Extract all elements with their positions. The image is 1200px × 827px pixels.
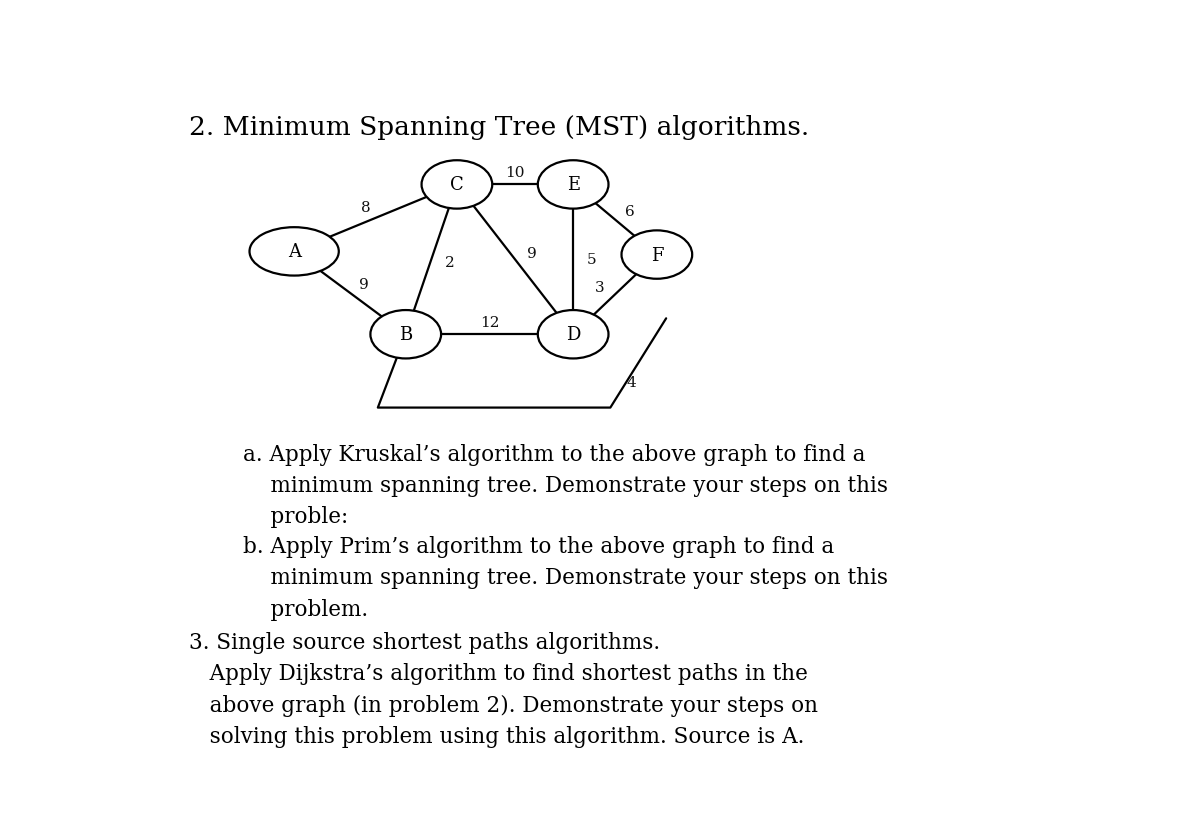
Ellipse shape	[250, 228, 338, 276]
Text: 3. Single source shortest paths algorithms.
   Apply Dijkstra’s algorithm to fin: 3. Single source shortest paths algorith…	[190, 631, 818, 747]
Text: F: F	[650, 246, 664, 265]
Ellipse shape	[421, 161, 492, 209]
Text: 9: 9	[359, 278, 368, 292]
Text: 4: 4	[626, 375, 637, 390]
Text: 10: 10	[505, 165, 524, 179]
Text: D: D	[566, 326, 581, 344]
Text: 12: 12	[480, 315, 499, 329]
Text: C: C	[450, 176, 463, 194]
Text: 2. Minimum Spanning Tree (MST) algorithms.: 2. Minimum Spanning Tree (MST) algorithm…	[190, 115, 809, 140]
Ellipse shape	[538, 311, 608, 359]
Text: A: A	[288, 243, 301, 261]
Text: E: E	[566, 176, 580, 194]
Text: B: B	[400, 326, 413, 344]
Text: b. Apply Prim’s algorithm to the above graph to find a
    minimum spanning tree: b. Apply Prim’s algorithm to the above g…	[242, 535, 888, 620]
Ellipse shape	[538, 161, 608, 209]
Ellipse shape	[622, 231, 692, 280]
Text: 3: 3	[595, 280, 605, 294]
Text: a. Apply Kruskal’s algorithm to the above graph to find a
    minimum spanning t: a. Apply Kruskal’s algorithm to the abov…	[242, 443, 888, 528]
Text: 2: 2	[444, 256, 455, 270]
Ellipse shape	[371, 311, 442, 359]
Text: 9: 9	[527, 247, 536, 261]
Text: 5: 5	[587, 253, 596, 267]
Text: 8: 8	[361, 201, 371, 215]
Text: 6: 6	[624, 205, 635, 219]
